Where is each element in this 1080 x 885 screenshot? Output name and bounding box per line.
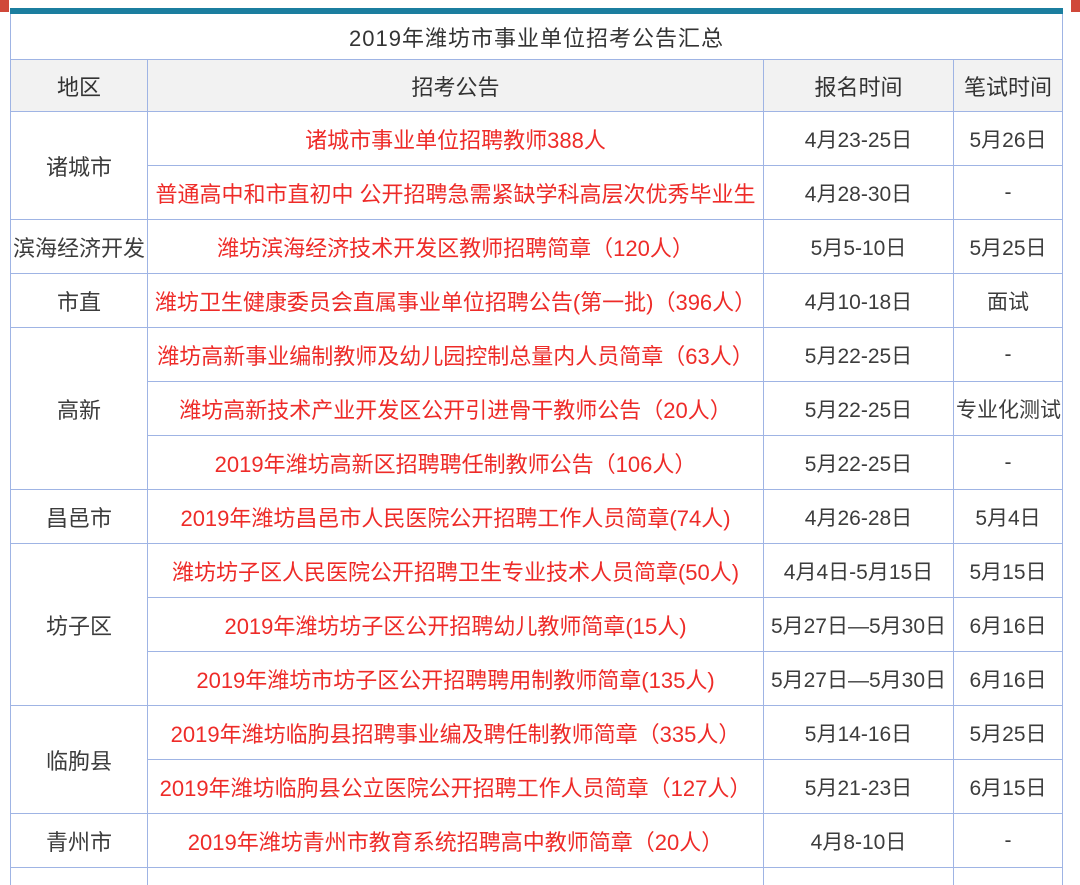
- table-row: 市直 潍坊卫生健康委员会直属事业单位招聘公告(第一批)（396人） 4月10-18日…: [10, 273, 1064, 328]
- registration-time: 5月5-10日: [763, 219, 954, 274]
- written-exam-time: 6月16日: [952, 597, 1064, 652]
- table-row: 高新 潍坊高新事业编制教师及幼儿园控制总量内人员简章（63人） 5月22-25日 -: [10, 327, 1064, 490]
- announcement-link[interactable]: 2019年潍坊临朐县公立医院公开招聘工作人员简章（127人）: [147, 759, 764, 814]
- announcement-link[interactable]: 潍坊卫生健康委员会直属事业单位招聘公告(第一批)（396人）: [147, 273, 764, 328]
- cut-off-cell: [763, 867, 954, 885]
- table-row: 2019年潍坊临朐县公立医院公开招聘工作人员简章（127人） 5月21-23日 6月…: [11, 759, 1064, 814]
- announcement-link[interactable]: 普通高中和市直初中 公开招聘急需紧缺学科高层次优秀毕业生: [147, 165, 764, 220]
- written-exam-time: 6月16日: [952, 651, 1064, 706]
- recruitment-summary-table: 2019年潍坊市事业单位招考公告汇总 地区 招考公告 报名时间 笔试时间 诸城市…: [9, 8, 1064, 885]
- written-exam-time: 5月25日: [952, 705, 1064, 760]
- region-cell: 青州市: [10, 813, 148, 868]
- registration-time: 4月28-30日: [763, 165, 954, 220]
- announcement-link[interactable]: 2019年潍坊昌邑市人民医院公开招聘工作人员简章(74人): [147, 489, 764, 544]
- written-exam-time: 5月25日: [952, 219, 1064, 274]
- table-row: 2019年潍坊市坊子区公开招聘聘用制教师简章(135人) 5月27日—5月30日 6…: [11, 651, 1064, 706]
- cut-off-cell: [952, 867, 1064, 885]
- table-row: 坊子区 潍坊坊子区人民医院公开招聘卫生专业技术人员简章(50人) 4月4日-5月15…: [10, 543, 1064, 706]
- column-header-written-exam-time: 笔试时间: [952, 59, 1064, 112]
- table-body: 诸城市 诸城市事业单位招聘教师388人 4月23-25日 5月26日 普通高中和市直初中…: [10, 111, 1064, 885]
- page-title: 2019年潍坊市事业单位招考公告汇总: [9, 10, 1064, 60]
- written-exam-time: 5月15日: [952, 543, 1064, 598]
- announcement-link[interactable]: 2019年潍坊临朐县招聘事业编及聘任制教师简章（335人）: [147, 705, 764, 760]
- announcement-link[interactable]: 潍坊高新技术产业开发区公开引进骨干教师公告（20人）: [147, 381, 764, 436]
- registration-time: 5月22-25日: [763, 435, 954, 490]
- registration-time: 5月27日—5月30日: [763, 597, 954, 652]
- written-exam-time: 面试: [952, 273, 1064, 328]
- written-exam-time: -: [952, 813, 1064, 868]
- region-cell: 市直: [10, 273, 148, 328]
- announcement-link[interactable]: 潍坊滨海经济技术开发区教师招聘简章（120人）: [147, 219, 764, 274]
- registration-time: 4月10-18日: [763, 273, 954, 328]
- cut-off-cell: [147, 867, 764, 885]
- written-exam-time: -: [952, 435, 1064, 490]
- table-row: 青州市 2019年潍坊青州市教育系统招聘高中教师简章（20人） 4月8-10日 -: [10, 813, 1064, 868]
- cut-off-cell: [10, 867, 148, 885]
- table-row: 2019年潍坊坊子区公开招聘幼儿教师简章(15人) 5月27日—5月30日 6月16…: [11, 597, 1064, 652]
- announcement-link[interactable]: 2019年潍坊市坊子区公开招聘聘用制教师简章(135人): [147, 651, 764, 706]
- written-exam-time: 5月4日: [952, 489, 1064, 544]
- table-row: 2019年潍坊高新区招聘聘任制教师公告（106人） 5月22-25日 -: [11, 435, 1064, 490]
- written-exam-time: -: [952, 327, 1064, 382]
- page-frame-corner-right: [1071, 0, 1080, 12]
- written-exam-time: 专业化测试: [952, 381, 1064, 436]
- registration-time: 5月14-16日: [763, 705, 954, 760]
- registration-time: 4月26-28日: [763, 489, 954, 544]
- region-cell: 昌邑市: [10, 489, 148, 544]
- region-cell: 临朐县: [10, 705, 148, 814]
- header-row: 地区 招考公告 报名时间 笔试时间: [10, 59, 1064, 112]
- region-cell: 高新: [10, 327, 148, 490]
- registration-time: 5月21-23日: [763, 759, 954, 814]
- registration-time: 5月22-25日: [763, 381, 954, 436]
- table-row: 临朐县 2019年潍坊临朐县招聘事业编及聘任制教师简章（335人） 5月14-16日…: [10, 705, 1064, 814]
- announcement-link[interactable]: 潍坊坊子区人民医院公开招聘卫生专业技术人员简章(50人): [147, 543, 764, 598]
- column-header-announcement: 招考公告: [147, 59, 764, 112]
- column-header-registration-time: 报名时间: [763, 59, 954, 112]
- page-frame-corner-left: [0, 0, 9, 12]
- region-cell: 坊子区: [10, 543, 148, 706]
- table-row: 昌邑市 2019年潍坊昌邑市人民医院公开招聘工作人员简章(74人) 4月26-28日…: [10, 489, 1064, 544]
- cut-off-row: [10, 867, 1064, 885]
- written-exam-time: -: [952, 165, 1064, 220]
- column-header-region: 地区: [10, 59, 148, 112]
- table-row: 潍坊高新技术产业开发区公开引进骨干教师公告（20人） 5月22-25日 专业化测试: [11, 381, 1064, 436]
- written-exam-time: 6月15日: [952, 759, 1064, 814]
- registration-time: 5月22-25日: [763, 327, 954, 382]
- region-cell: 滨海经济开发: [10, 219, 148, 274]
- registration-time: 4月4日-5月15日: [763, 543, 954, 598]
- announcement-link[interactable]: 2019年潍坊青州市教育系统招聘高中教师简章（20人）: [147, 813, 764, 868]
- region-cell: 诸城市: [10, 111, 148, 220]
- registration-time: 4月8-10日: [763, 813, 954, 868]
- announcement-link[interactable]: 2019年潍坊高新区招聘聘任制教师公告（106人）: [147, 435, 764, 490]
- written-exam-time: 5月26日: [952, 111, 1064, 166]
- table-row: 诸城市 诸城市事业单位招聘教师388人 4月23-25日 5月26日: [10, 111, 1064, 220]
- title-row: 2019年潍坊市事业单位招考公告汇总: [9, 10, 1064, 60]
- table-row: 滨海经济开发 潍坊滨海经济技术开发区教师招聘简章（120人） 5月5-10日 5月25…: [10, 219, 1064, 274]
- table-row: 普通高中和市直初中 公开招聘急需紧缺学科高层次优秀毕业生 4月28-30日 -: [11, 165, 1064, 220]
- registration-time: 5月27日—5月30日: [763, 651, 954, 706]
- announcement-link[interactable]: 2019年潍坊坊子区公开招聘幼儿教师简章(15人): [147, 597, 764, 652]
- announcement-link[interactable]: 诸城市事业单位招聘教师388人: [147, 111, 764, 166]
- registration-time: 4月23-25日: [763, 111, 954, 166]
- announcement-link[interactable]: 潍坊高新事业编制教师及幼儿园控制总量内人员简章（63人）: [147, 327, 764, 382]
